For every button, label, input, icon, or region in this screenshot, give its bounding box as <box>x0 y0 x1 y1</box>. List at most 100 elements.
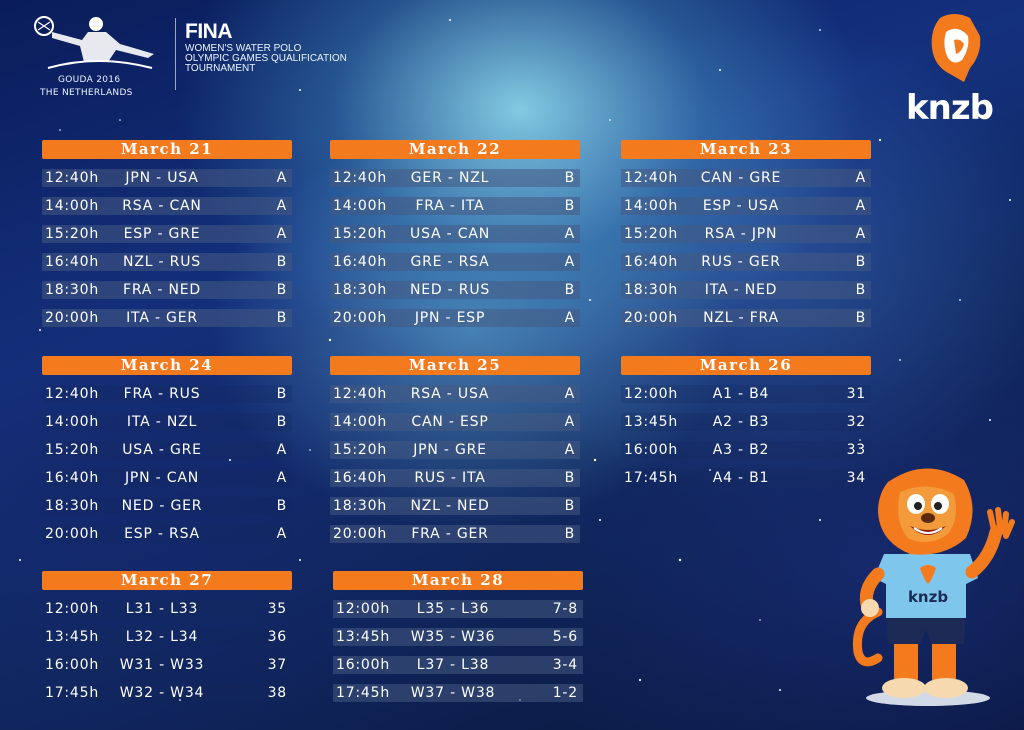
lion-mascot-icon: knzb <box>852 468 1015 706</box>
match-group: A <box>855 226 866 242</box>
match-teams: W35 - W36 <box>410 629 496 645</box>
match-time: 14:00h <box>45 414 100 430</box>
row-bar <box>621 309 871 327</box>
water-polo-player-icon <box>34 16 154 69</box>
match-time: 17:45h <box>45 685 100 701</box>
match-teams: JPN - USA <box>125 170 199 186</box>
row-bar <box>42 441 292 459</box>
match-teams: CAN - ESP <box>411 414 489 430</box>
placement-label: 5-6 <box>552 629 578 645</box>
match-time: 20:00h <box>45 310 100 326</box>
match-group: A <box>564 310 575 326</box>
match-row: 18:30h NED - GER B <box>42 497 292 515</box>
row-bar <box>42 469 292 487</box>
match-row: 16:40h NZL - RUS B <box>42 253 292 271</box>
match-teams: W31 - W33 <box>119 657 205 673</box>
row-bar <box>330 441 580 459</box>
row-bar <box>330 385 580 403</box>
title-line-3: TOURNAMENT <box>185 63 256 74</box>
day-header: March 27 <box>42 571 292 590</box>
match-time: 12:40h <box>624 170 679 186</box>
match-time: 14:00h <box>45 198 100 214</box>
match-group: B <box>276 254 287 270</box>
match-time: 17:45h <box>624 470 679 486</box>
match-time: 16:00h <box>336 657 391 673</box>
match-teams: A3 - B2 <box>712 442 770 458</box>
day-block-march-28: March 28 12:00h L35 - L36 7-8 13:45h W35 - … <box>333 571 583 702</box>
match-time: 12:40h <box>45 170 100 186</box>
match-time: 16:40h <box>45 470 100 486</box>
match-teams: W37 - W38 <box>410 685 496 701</box>
match-group: B <box>855 254 866 270</box>
match-group: B <box>564 526 575 542</box>
row-bar <box>330 225 580 243</box>
match-group: A <box>276 226 287 242</box>
match-teams: RUS - ITA <box>414 470 486 486</box>
row-bar <box>42 197 292 215</box>
match-time: 20:00h <box>45 526 100 542</box>
match-teams: ESP - GRE <box>123 226 201 242</box>
row-bar <box>621 385 871 403</box>
match-teams: FRA - ITA <box>415 198 485 214</box>
row-bar <box>42 413 292 431</box>
match-teams: L31 - L33 <box>125 601 199 617</box>
match-number: 33 <box>846 442 866 458</box>
day-header: March 23 <box>621 140 871 159</box>
match-row: 16:00h A3 - B2 33 <box>621 441 871 459</box>
match-row: 18:30h ITA - NED B <box>621 281 871 299</box>
knzb-logo: knzb <box>900 10 1020 128</box>
fina-title-block: FINA WOMEN'S WATER POLO OLYMPIC GAMES QU… <box>185 20 347 74</box>
row-bar <box>621 253 871 271</box>
row-bar <box>333 656 583 674</box>
match-row: 13:45h W35 - W36 5-6 <box>333 628 583 646</box>
match-row: 14:00h FRA - ITA B <box>330 197 580 215</box>
day-header: March 26 <box>621 356 871 375</box>
day-header: March 24 <box>42 356 292 375</box>
match-time: 14:00h <box>624 198 679 214</box>
match-group: B <box>276 282 287 298</box>
fina-logo: FINA <box>185 20 232 43</box>
match-row: 13:45h L32 - L34 36 <box>42 628 292 646</box>
match-teams: L35 - L36 <box>416 601 490 617</box>
row-bar <box>621 441 871 459</box>
match-teams: FRA - RUS <box>123 386 201 402</box>
match-teams: CAN - GRE <box>700 170 782 186</box>
match-time: 18:30h <box>45 498 100 514</box>
match-time: 20:00h <box>333 310 388 326</box>
match-time: 14:00h <box>333 414 388 430</box>
day-block-march-23: March 23 12:40h CAN - GRE A 14:00h ESP - US… <box>621 140 871 327</box>
day-block-march-27: March 27 12:00h L31 - L33 35 13:45h L32 - L… <box>42 571 292 702</box>
match-group: A <box>564 386 575 402</box>
match-group: A <box>855 170 866 186</box>
match-row: 14:00h RSA - CAN A <box>42 197 292 215</box>
match-number: 32 <box>846 414 866 430</box>
match-row: 12:40h CAN - GRE A <box>621 169 871 187</box>
row-bar <box>330 469 580 487</box>
row-bar <box>42 253 292 271</box>
match-group: A <box>276 442 287 458</box>
match-group: A <box>855 198 866 214</box>
match-group: B <box>564 470 575 486</box>
match-group: A <box>276 470 287 486</box>
match-time: 12:40h <box>333 170 388 186</box>
match-group: B <box>855 310 866 326</box>
match-group: B <box>276 414 287 430</box>
match-row: 15:20h JPN - GRE A <box>330 441 580 459</box>
match-teams: ESP - USA <box>702 198 780 214</box>
match-number: 31 <box>846 386 866 402</box>
match-row: 18:30h NED - RUS B <box>330 281 580 299</box>
match-row: 20:00h JPN - ESP A <box>330 309 580 327</box>
match-row: 14:00h ITA - NZL B <box>42 413 292 431</box>
match-row: 12:40h RSA - USA A <box>330 385 580 403</box>
match-teams: NED - RUS <box>409 282 491 298</box>
match-row: 16:00h L37 - L38 3-4 <box>333 656 583 674</box>
match-row: 16:40h JPN - CAN A <box>42 469 292 487</box>
match-row: 12:00h L31 - L33 35 <box>42 600 292 618</box>
placement-label: 3-4 <box>552 657 578 673</box>
match-row: 14:00h CAN - ESP A <box>330 413 580 431</box>
match-time: 15:20h <box>333 226 388 242</box>
logo-city-text: GOUDA 2016 <box>58 75 121 85</box>
match-time: 16:00h <box>45 657 100 673</box>
day-block-march-22: March 22 12:40h GER - NZL B 14:00h FRA - IT… <box>330 140 580 327</box>
match-teams: GER - NZL <box>410 170 490 186</box>
